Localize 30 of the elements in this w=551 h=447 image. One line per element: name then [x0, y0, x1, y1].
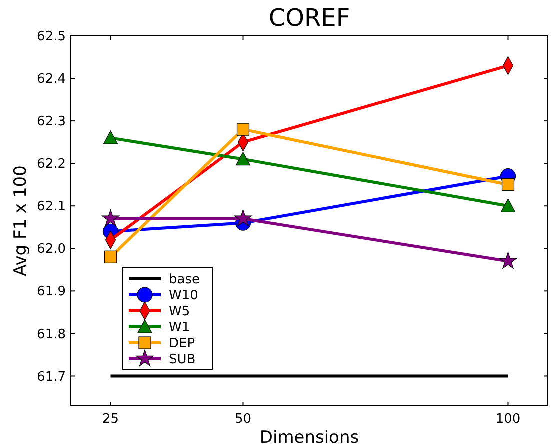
legend-label: DEP [169, 336, 196, 352]
point [104, 250, 118, 264]
y-tick-label: 61.8 [37, 327, 66, 342]
legend-label: W10 [169, 288, 198, 304]
legend-label: base [169, 272, 200, 288]
y-tick-label: 62.1 [37, 200, 66, 215]
y-tick-label: 61.9 [37, 284, 66, 300]
x-tick-label: 100 [496, 412, 521, 427]
point [103, 130, 118, 144]
y-axis-title: Avg F1 x 100 [11, 166, 31, 276]
y-tick-label: 62.3 [37, 114, 66, 130]
x-axis-title: Dimensions [260, 428, 360, 447]
x-tick-label: 50 [234, 412, 252, 427]
point [236, 123, 250, 136]
y-tick-label: 62.5 [37, 30, 66, 45]
point [236, 152, 251, 166]
y-tick-label: 61.7 [37, 370, 66, 385]
y-tick-label: 62.0 [37, 242, 66, 258]
point [234, 210, 252, 226]
point [102, 210, 120, 226]
y-tick-label: 62.4 [37, 72, 66, 88]
x-tick-label: 25 [102, 412, 120, 427]
chart-title: COREF [268, 4, 350, 32]
legend-label: W1 [169, 320, 190, 336]
point [500, 198, 516, 212]
y-tick-label: 62.2 [37, 157, 66, 172]
legend-label: SUB [169, 352, 196, 368]
legend-label: W5 [169, 304, 190, 320]
point [502, 178, 515, 192]
point [499, 252, 518, 269]
